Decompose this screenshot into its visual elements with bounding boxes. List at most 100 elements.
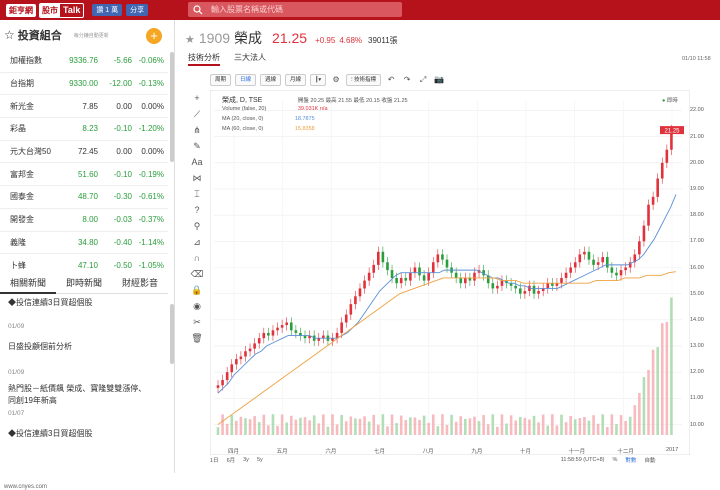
trash-icon[interactable]: 🗑	[191, 333, 203, 343]
search-box[interactable]	[188, 2, 402, 17]
fullscreen-icon[interactable]: ⤢	[419, 75, 427, 84]
crosshair-icon[interactable]: +	[194, 93, 200, 103]
portfolio-title: 投資組合	[17, 30, 62, 42]
news-tab[interactable]: 即時新聞	[65, 277, 102, 288]
stock-list-scrollbar[interactable]	[170, 52, 174, 162]
stock-row-change: -0.03	[113, 215, 132, 225]
text-icon[interactable]: Aa	[191, 157, 203, 167]
stock-row-percent: 0.00%	[141, 101, 164, 111]
lock-icon[interactable]: 🔒	[191, 285, 203, 295]
stock-row-percent: -0.06%	[138, 56, 164, 66]
volume-bar	[454, 421, 458, 435]
favorite-star-icon[interactable]: ★	[185, 34, 195, 46]
fork-icon[interactable]: ⋔	[193, 125, 201, 135]
zoom-icon[interactable]: ⚲	[193, 221, 201, 231]
stock-row-price: 9336.76	[69, 56, 98, 66]
news-item[interactable]: 日盛投顧個前分析	[8, 342, 72, 351]
facebook-share-button[interactable]: 分享	[126, 4, 149, 16]
help-icon[interactable]: ?	[194, 205, 200, 215]
ruler-icon[interactable]: ⊿	[193, 237, 201, 247]
volume-bar	[409, 417, 412, 435]
y-tick-label: 14.00	[690, 316, 704, 323]
pattern-icon[interactable]: ⋈	[192, 173, 202, 183]
x-tick-label: 八月	[422, 449, 434, 455]
news-item[interactable]: ◆投信連續3日買超個股	[8, 298, 93, 307]
range-5y[interactable]: 5y	[256, 457, 263, 463]
news-tab[interactable]: 相關新聞	[0, 272, 56, 294]
search-icon	[193, 4, 203, 14]
redo-icon[interactable]: ↷	[403, 75, 411, 84]
stock-row[interactable]: 新光金 7.85 0.00 0.00%	[0, 95, 168, 119]
last-price-label: 21.25	[664, 129, 680, 135]
candle-body	[518, 288, 522, 294]
volume-bar	[354, 418, 357, 435]
eye-icon[interactable]: ◉	[193, 301, 201, 311]
range-1d[interactable]: 1日	[210, 458, 219, 464]
volume-bar	[239, 416, 243, 435]
news-item[interactable]: 熱門股－紙價飆 榮成、寶隆雙雙漲停、同創19年新高	[8, 384, 147, 405]
price-change-percent: 4.68%	[339, 36, 363, 45]
volume-bar	[427, 422, 430, 435]
candle-body	[244, 351, 247, 357]
volume-bar	[344, 421, 348, 435]
percent-toggle[interactable]: %	[612, 457, 618, 463]
camera-icon[interactable]: 📷	[434, 75, 445, 84]
candle-body	[354, 296, 357, 305]
volume-bar	[491, 414, 495, 435]
volume-bar	[468, 418, 472, 435]
stock-row[interactable]: 加權指數 9336.76 -5.66 -0.06%	[0, 50, 168, 73]
candle-body	[404, 277, 408, 281]
period-button[interactable]: 周期	[210, 74, 232, 86]
legend-ma20: MA (20, close, 0) 18.7875	[222, 116, 315, 122]
stock-row-percent: -0.61%	[138, 192, 164, 202]
indicator-button[interactable]: ⫶ 技術指標	[346, 74, 382, 86]
tab-technical[interactable]: 技術分析	[188, 52, 220, 66]
measure-icon[interactable]: ⌶	[194, 189, 200, 199]
eraser-icon[interactable]: ⌫	[190, 269, 204, 279]
volume-bar	[299, 417, 302, 435]
volume-bar	[628, 416, 632, 435]
stock-row[interactable]: 台指期 9330.00 -12.00 -0.13%	[0, 73, 168, 96]
news-item[interactable]: ◆投信連續3日買超個股	[8, 429, 93, 438]
price-change: +0.95	[315, 36, 336, 45]
x-tick-label: 九月	[471, 449, 483, 455]
candle-type-button[interactable]: ┃▾	[310, 74, 327, 86]
volume-bar	[450, 414, 453, 435]
price-chart[interactable]: 21.25	[210, 90, 690, 455]
delete-icon[interactable]: ✂	[193, 317, 201, 327]
talk-logo[interactable]: 股市 Talk	[39, 2, 85, 18]
stock-row[interactable]: 彩晶 8.23 -0.10 -1.20%	[0, 118, 168, 141]
stock-row[interactable]: 元大台灣50 72.45 0.00 0.00%	[0, 141, 168, 164]
candle-body	[395, 277, 398, 284]
news-scrollbar[interactable]	[170, 304, 174, 364]
auto-toggle[interactable]: 自動	[644, 458, 656, 464]
top-bar: 鉅亨網 股市 Talk 讚 1 萬 分享	[0, 0, 720, 20]
undo-icon[interactable]: ↶	[387, 75, 395, 84]
log-toggle[interactable]: 對數	[625, 458, 637, 464]
facebook-like-button[interactable]: 讚 1 萬	[92, 4, 123, 16]
stock-row[interactable]: 富邦金 51.60 -0.10 -0.19%	[0, 163, 168, 187]
tab-institutional[interactable]: 三大法人	[234, 53, 266, 62]
daily-button[interactable]: 日線	[235, 74, 257, 86]
add-stock-button[interactable]: +	[146, 28, 162, 44]
stock-row-price: 51.60	[77, 169, 98, 179]
candle-body	[665, 149, 669, 163]
range-3y[interactable]: 3y	[243, 457, 249, 463]
candle-body	[267, 332, 270, 336]
range-6m[interactable]: 6月	[226, 458, 236, 464]
portfolio-subtitle: 每分鐘自動更新	[73, 32, 109, 39]
weekly-button[interactable]: 週線	[260, 74, 282, 86]
stock-row[interactable]: 國泰金 48.70 -0.30 -0.61%	[0, 186, 168, 209]
candle-body	[418, 267, 421, 276]
trendline-icon[interactable]: ⟋	[193, 109, 201, 119]
magnet-icon[interactable]: ∩	[193, 253, 201, 263]
search-input[interactable]	[211, 5, 391, 14]
stock-row[interactable]: 開發金 8.00 -0.03 -0.37%	[0, 209, 168, 232]
monthly-button[interactable]: 月線	[285, 74, 307, 86]
volume-bar	[216, 427, 220, 435]
site-logo[interactable]: 鉅亨網	[6, 3, 36, 17]
brush-icon[interactable]: ✎	[193, 141, 201, 151]
settings-gear-icon[interactable]: ⚙	[332, 75, 340, 84]
stock-row[interactable]: 義隆 34.80 -0.40 -1.14%	[0, 232, 168, 255]
news-tab[interactable]: 財經影音	[121, 277, 158, 288]
